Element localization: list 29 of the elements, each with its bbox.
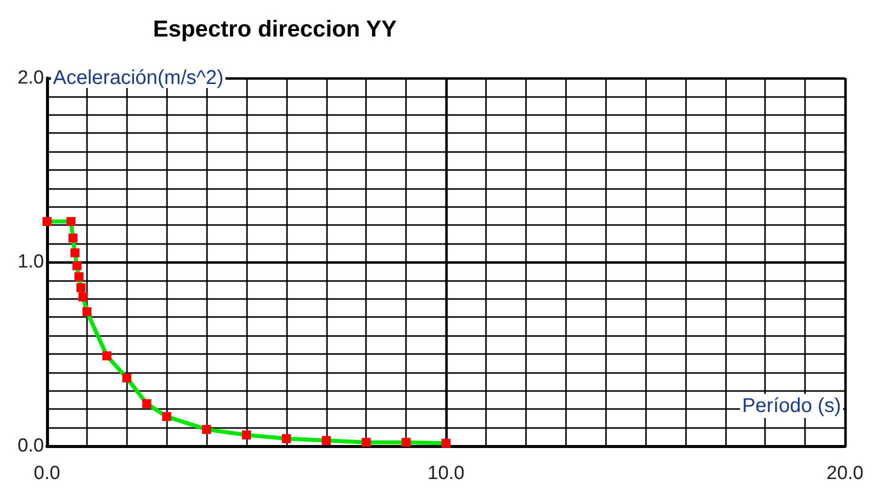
point (322, 436, 331, 445)
point (242, 430, 251, 440)
point (74, 272, 84, 282)
point (282, 434, 291, 444)
y-tick-label: 0.0 (18, 436, 44, 456)
y-axis-title: Aceleración(m/s^2) (53, 67, 224, 89)
point (402, 438, 411, 447)
point (142, 399, 152, 408)
point (362, 438, 371, 447)
y-tick-label: 2.0 (18, 68, 44, 88)
point (70, 248, 80, 258)
x-axis-title: Período (s) (742, 395, 842, 417)
point (78, 292, 88, 302)
point (442, 438, 450, 448)
point (82, 307, 92, 316)
x-tick-label: 10.0 (428, 463, 464, 484)
x-tick-label: 0.0 (34, 463, 60, 484)
point (42, 217, 52, 226)
point (102, 351, 112, 360)
x-tick-label: 20.0 (826, 463, 864, 484)
chart-title: Espectro direccion YY (153, 16, 397, 42)
point (122, 373, 132, 382)
point (162, 412, 172, 422)
point (66, 217, 76, 226)
point (68, 234, 78, 243)
point (72, 261, 82, 270)
y-tick-label: 1.0 (18, 252, 44, 272)
point (76, 283, 86, 292)
point (202, 424, 212, 434)
